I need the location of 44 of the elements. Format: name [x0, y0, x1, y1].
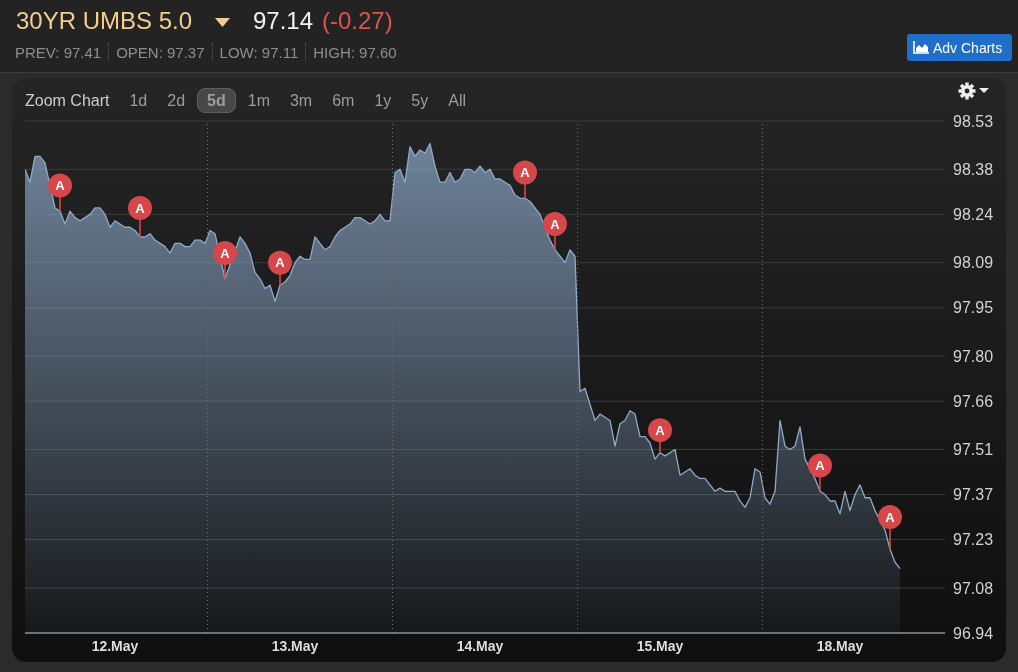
text: A	[550, 216, 560, 232]
text: HIGH: 97.60	[313, 43, 397, 61]
text: 2d	[167, 91, 186, 109]
x-tick-label: 13.May	[271, 637, 319, 654]
text: OPEN: 97.37	[116, 43, 205, 61]
x-tick-label: 14.May	[456, 637, 504, 654]
text: A	[55, 178, 65, 194]
y-tick-label: 97.37	[953, 486, 994, 504]
text: (-0.27)	[322, 7, 393, 34]
text: A	[655, 422, 665, 438]
x-tick-label: 12.May	[91, 637, 139, 654]
text: A	[815, 458, 825, 474]
text: PREV: 97.41	[15, 43, 102, 61]
y-tick-label: 97.23	[953, 531, 994, 549]
text: 1d	[129, 91, 148, 109]
y-tick-label: 97.51	[953, 441, 994, 459]
y-tick-label: 98.53	[953, 112, 994, 130]
y-tick-label: 98.38	[953, 160, 994, 178]
y-tick-label: 98.09	[953, 254, 994, 272]
text: LOW: 97.11	[219, 43, 299, 61]
text: A	[220, 245, 230, 261]
y-tick-label: 96.94	[953, 624, 994, 642]
x-tick-label: 18.May	[816, 637, 864, 654]
y-tick-label: 97.08	[953, 579, 994, 597]
series-label: A	[885, 509, 896, 525]
text: 97.14	[253, 7, 314, 34]
pill-button: 5d	[197, 88, 236, 113]
text: A	[520, 165, 530, 181]
button: Adv Charts	[907, 34, 1012, 61]
text: 3m	[289, 91, 313, 109]
text: A	[135, 200, 145, 216]
text: 5y	[411, 91, 429, 109]
text: Zoom Chart	[25, 91, 110, 109]
text: 1m	[247, 91, 270, 109]
x-tick-label: 15.May	[636, 637, 684, 654]
y-tick-label: 97.95	[953, 299, 994, 317]
y-tick-label: 97.80	[953, 347, 994, 365]
text: 6m	[332, 91, 355, 109]
text: All	[448, 91, 467, 109]
y-tick-label: 98.24	[953, 206, 994, 224]
chart-title: 30YR UMBS 5.0	[16, 7, 193, 34]
text: 1y	[374, 91, 392, 109]
y-tick-label: 97.66	[953, 392, 994, 410]
text: A	[275, 255, 285, 271]
